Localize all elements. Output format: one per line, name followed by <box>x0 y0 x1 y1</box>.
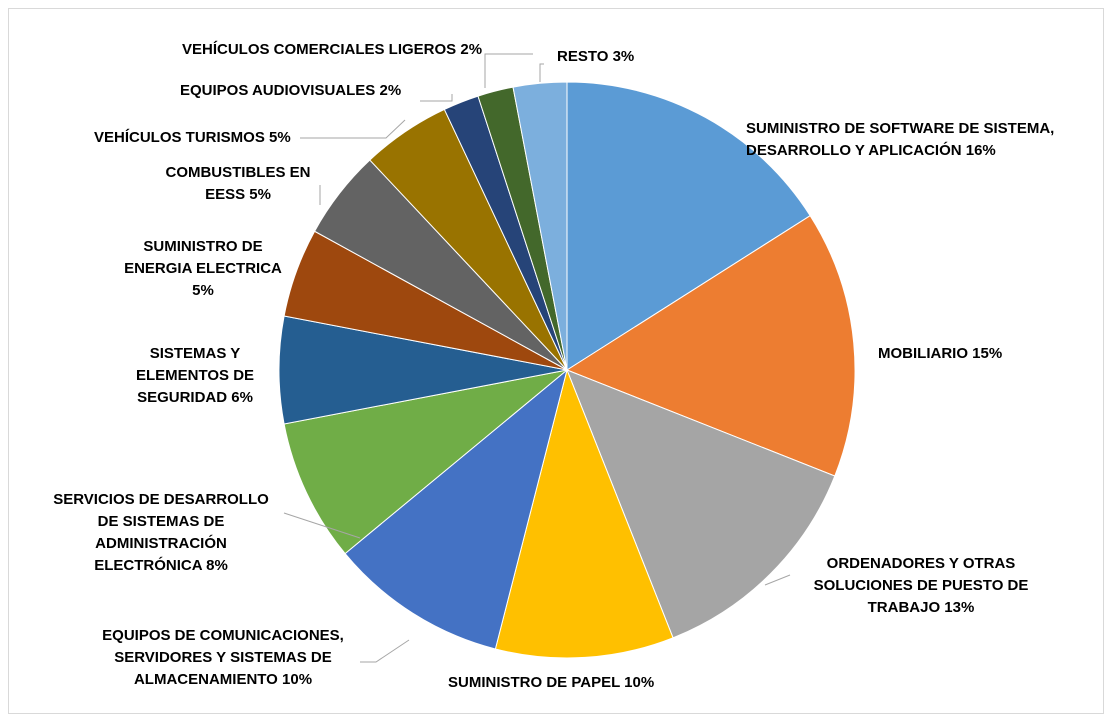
pie-slice-ordenadores <box>566 369 836 639</box>
pie-slice-comunicaciones <box>344 368 568 650</box>
slice-label-audiovisuales: EQUIPOS AUDIOVISUALES 2% <box>180 82 402 99</box>
leader-line <box>283 512 361 539</box>
leader-line <box>420 94 453 102</box>
pie-slice-resto <box>512 81 568 371</box>
slice-label-turismos: VEHÍCULOS TURISMOS 5% <box>94 129 291 146</box>
pie-slice-desarrollo <box>283 369 568 555</box>
slice-label-software: SUMINISTRO DE SOFTWARE DE SISTEMA, DESAR… <box>746 120 1055 159</box>
leader-line <box>484 53 533 88</box>
slice-label-resto: RESTO 3% <box>557 48 635 65</box>
leader-line <box>539 63 544 82</box>
leader-line <box>360 639 410 663</box>
slice-label-comerciales: VEHÍCULOS COMERCIALES LIGEROS 2% <box>182 41 483 58</box>
leader-line <box>764 574 791 586</box>
leader-line <box>300 119 406 139</box>
slice-label-ordenadores: ORDENADORES Y OTRAS SOLUCIONES DE PUESTO… <box>813 555 1029 616</box>
slice-label-energia: SUMINISTRO DE ENERGIA ELECTRICA 5% <box>124 238 282 299</box>
pie-slice-software <box>566 81 811 371</box>
slice-label-combustibles: COMBUSTIBLES EN EESS 5% <box>165 164 311 203</box>
slice-label-mobiliario: MOBILIARIO 15% <box>878 345 1003 362</box>
slice-label-comunicaciones: EQUIPOS DE COMUNICACIONES, SERVIDORES Y … <box>102 627 344 688</box>
slice-label-desarrollo: SERVICIOS DE DESARROLLO DE SISTEMAS DE A… <box>53 491 269 574</box>
pie-slice-mobiliario <box>565 214 856 477</box>
slice-label-papel: SUMINISTRO DE PAPEL 10% <box>448 674 655 691</box>
slice-label-seguridad: SISTEMAS Y ELEMENTOS DE SEGURIDAD 6% <box>135 345 255 406</box>
pie-slice-papel <box>494 368 674 659</box>
